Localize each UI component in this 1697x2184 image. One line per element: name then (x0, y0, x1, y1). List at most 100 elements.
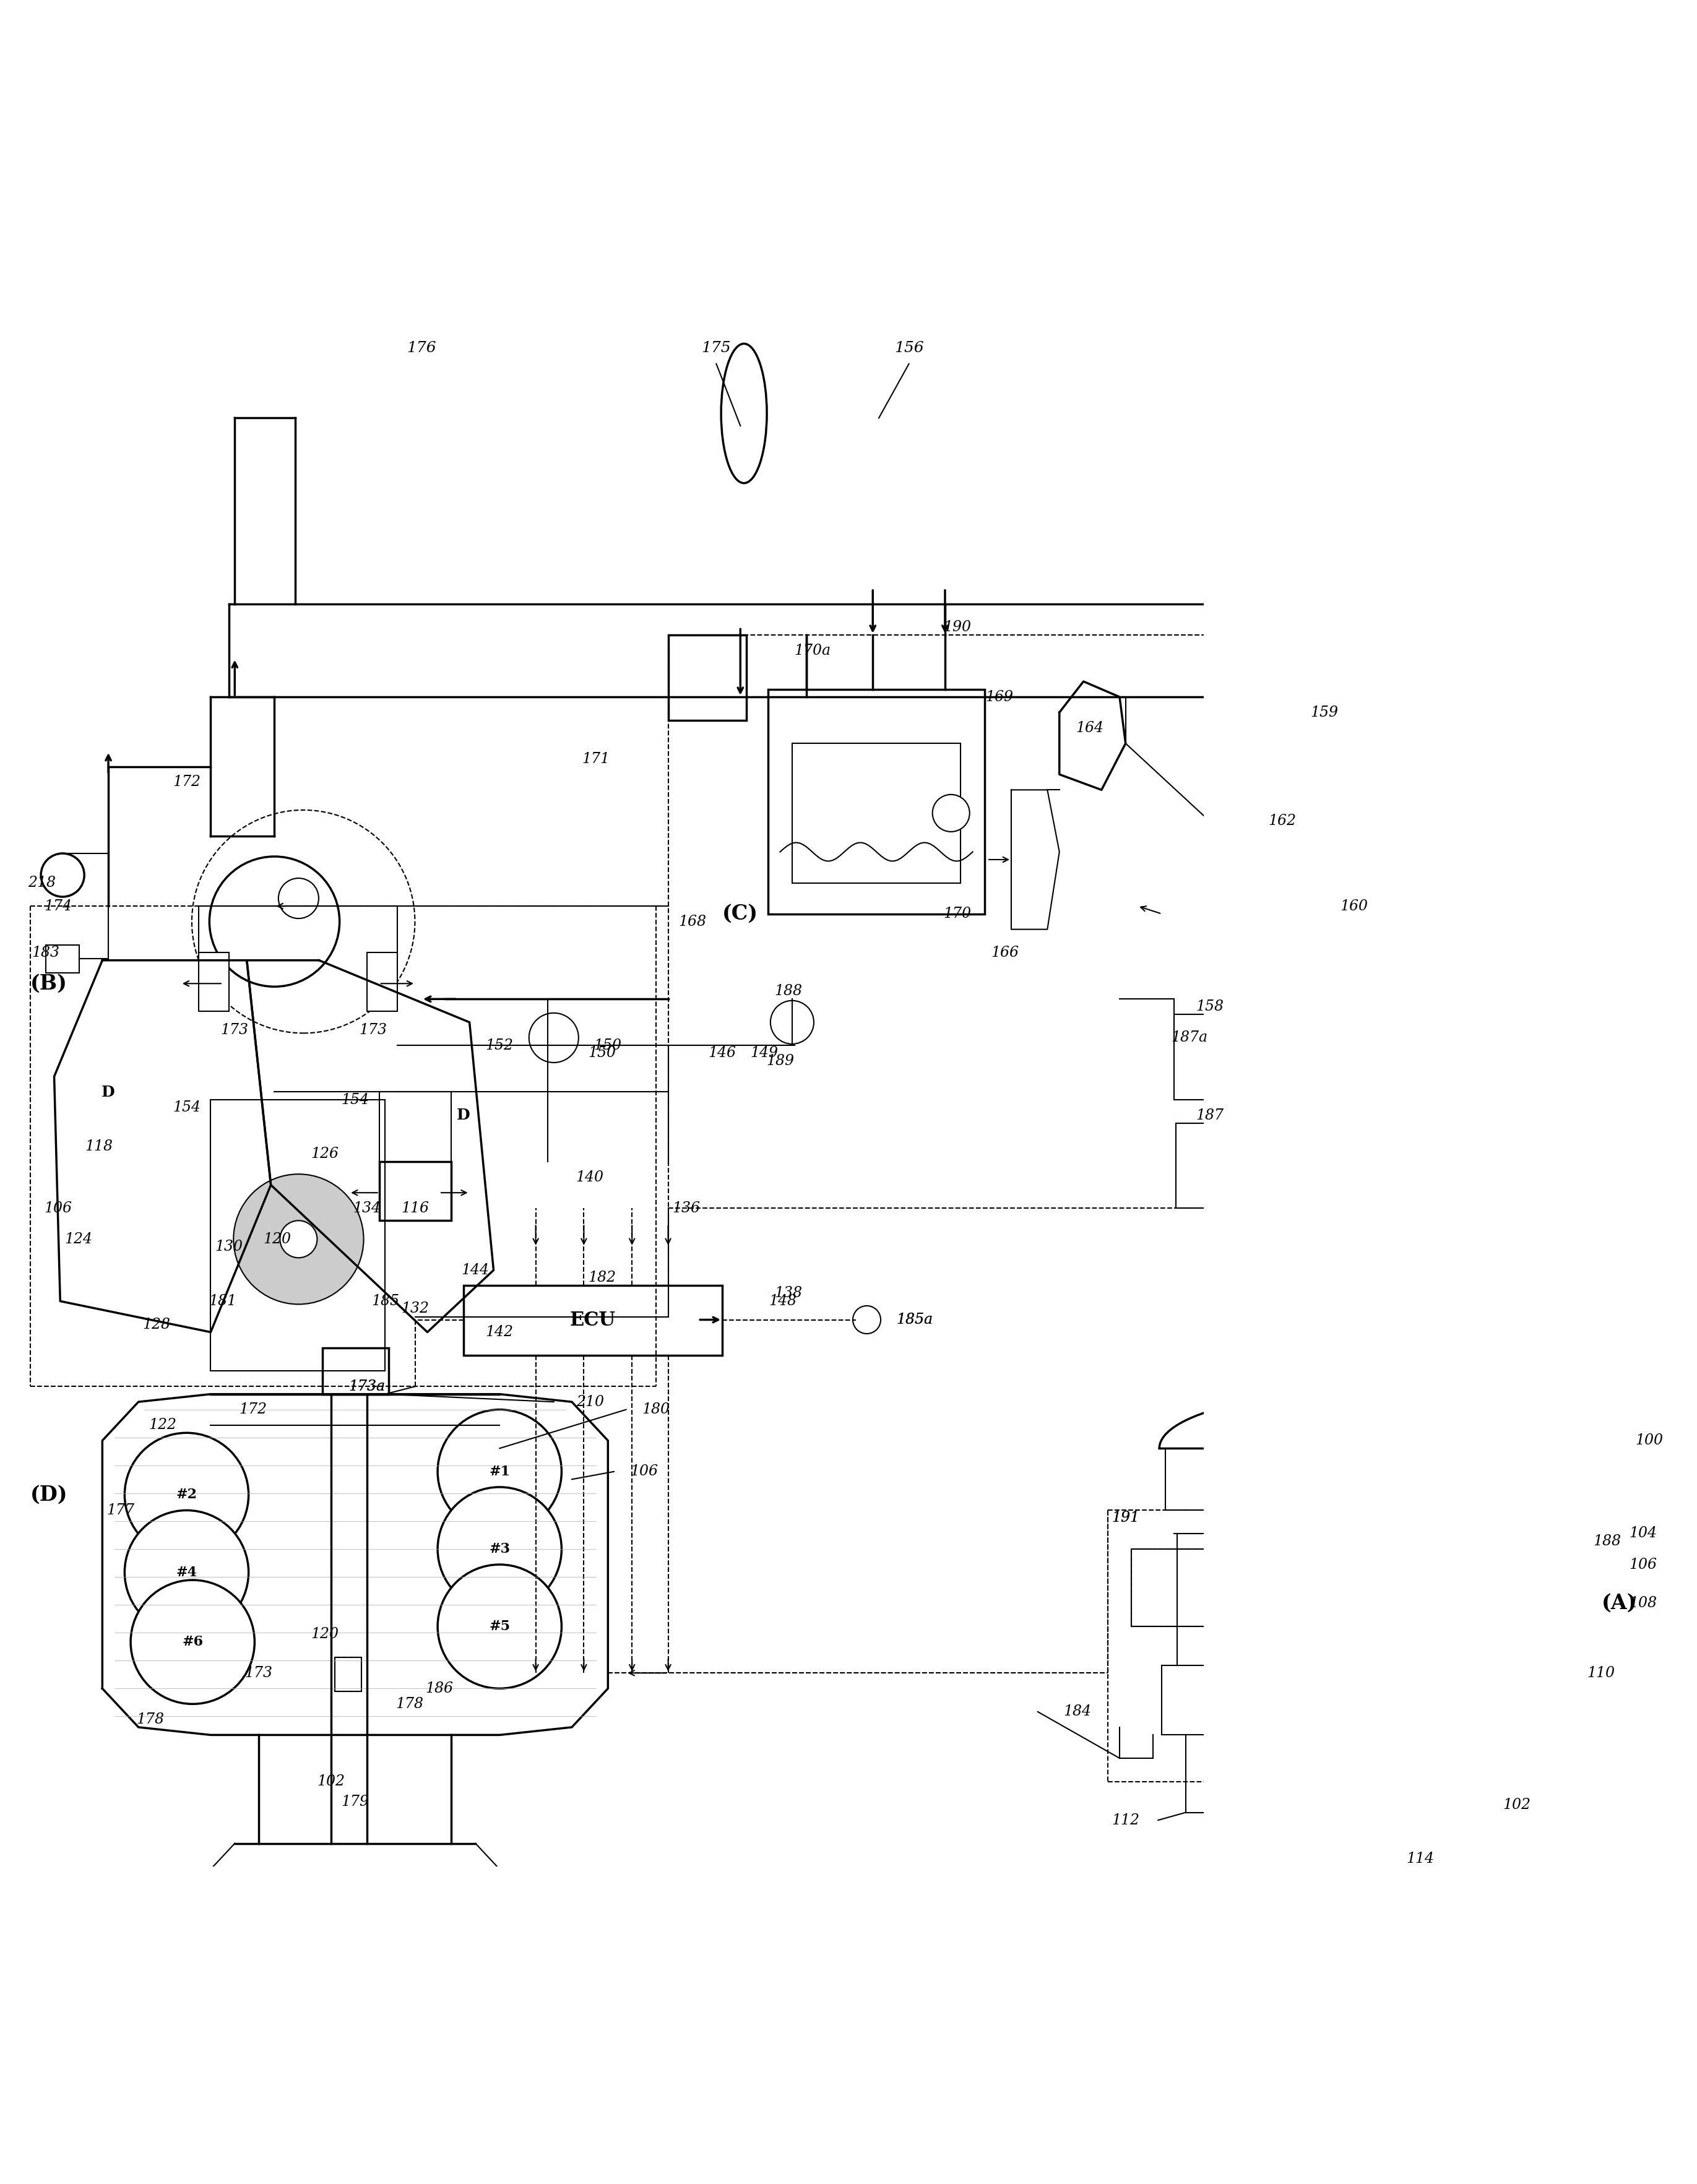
Text: 166: 166 (991, 946, 1020, 959)
Text: 154: 154 (341, 1092, 368, 1107)
Circle shape (124, 1433, 248, 1557)
Text: 126: 126 (311, 1147, 339, 1162)
Bar (367, 952, 397, 1011)
Text: 138: 138 (774, 1286, 803, 1299)
Bar (463, 1286, 723, 1356)
Text: 148: 148 (769, 1295, 796, 1308)
Text: 176: 176 (407, 341, 436, 356)
Text: (A): (A) (1602, 1592, 1638, 1614)
Text: 120: 120 (311, 1627, 339, 1642)
Text: 158: 158 (1196, 1000, 1224, 1013)
Text: 156: 156 (894, 341, 923, 356)
Text: 159: 159 (1310, 705, 1339, 719)
Text: 172: 172 (173, 775, 200, 788)
Text: 134: 134 (353, 1201, 382, 1214)
Text: 110: 110 (1587, 1666, 1616, 1679)
Circle shape (854, 1306, 881, 1334)
Text: 122: 122 (149, 1417, 176, 1433)
Text: 175: 175 (701, 341, 731, 356)
Text: 164: 164 (1076, 721, 1103, 736)
Text: 191: 191 (1112, 1511, 1139, 1524)
Text: 140: 140 (575, 1171, 604, 1184)
Text: #5: #5 (489, 1621, 511, 1634)
Bar (322, 1348, 389, 1393)
Text: 146: 146 (708, 1046, 736, 1061)
Circle shape (41, 854, 85, 898)
Text: 136: 136 (672, 1201, 701, 1214)
Bar (334, 1658, 361, 1693)
Text: #6: #6 (182, 1636, 204, 1649)
Circle shape (209, 856, 339, 987)
Text: 174: 174 (44, 900, 71, 913)
Text: 170a: 170a (794, 644, 832, 657)
Text: 178: 178 (136, 1712, 165, 1728)
Text: 188: 188 (774, 985, 803, 998)
Text: 120: 120 (263, 1232, 290, 1247)
Text: 102: 102 (1504, 1797, 1531, 1813)
Text: 162: 162 (1268, 815, 1297, 828)
Circle shape (234, 1175, 363, 1304)
Text: 112: 112 (1112, 1813, 1139, 1828)
Text: 218: 218 (29, 876, 56, 889)
Circle shape (529, 1013, 579, 1064)
Text: 124: 124 (64, 1232, 92, 1247)
Text: 152: 152 (485, 1037, 514, 1053)
Text: ECU: ECU (570, 1310, 616, 1330)
Text: D: D (102, 1085, 115, 1099)
Text: 150: 150 (594, 1037, 621, 1053)
Circle shape (278, 878, 319, 919)
Bar (378, 1162, 451, 1221)
Text: 187a: 187a (1171, 1031, 1208, 1044)
Text: 106: 106 (1629, 1557, 1658, 1572)
Text: 106: 106 (630, 1465, 658, 1479)
Bar (669, 636, 747, 721)
Text: 172: 172 (239, 1402, 266, 1417)
Text: 108: 108 (1629, 1597, 1658, 1610)
Text: 150: 150 (587, 1046, 616, 1061)
Text: 160: 160 (1341, 900, 1368, 913)
Text: 173: 173 (221, 1022, 249, 1037)
Text: 144: 144 (462, 1262, 489, 1278)
Text: 179: 179 (341, 1795, 368, 1808)
Circle shape (438, 1409, 562, 1533)
Text: 191: 191 (1112, 1511, 1139, 1524)
Text: 173: 173 (360, 1022, 387, 1037)
Text: 181: 181 (209, 1295, 236, 1308)
Circle shape (932, 795, 969, 832)
Text: 184: 184 (1064, 1704, 1091, 1719)
Text: 116: 116 (402, 1201, 429, 1214)
Text: 189: 189 (765, 1055, 794, 1068)
Text: 142: 142 (485, 1326, 514, 1339)
Text: #2: #2 (176, 1487, 197, 1503)
Text: 102: 102 (317, 1773, 344, 1789)
Text: 104: 104 (1629, 1527, 1658, 1540)
Text: 170: 170 (944, 906, 971, 922)
Circle shape (124, 1511, 248, 1634)
Circle shape (131, 1579, 255, 1704)
Text: (D): (D) (31, 1485, 68, 1505)
Text: D: D (456, 1107, 470, 1123)
Ellipse shape (721, 343, 767, 483)
Text: 118: 118 (85, 1140, 112, 1153)
Text: 173: 173 (244, 1666, 273, 1679)
Bar (199, 952, 229, 1011)
Text: 168: 168 (679, 915, 706, 928)
Text: 114: 114 (1407, 1852, 1434, 1865)
Text: 178: 178 (395, 1697, 423, 1710)
Text: 132: 132 (402, 1302, 429, 1317)
Text: 190: 190 (944, 620, 971, 633)
Text: 183: 183 (32, 946, 59, 959)
Text: 180: 180 (641, 1402, 670, 1417)
Text: 185: 185 (372, 1295, 399, 1308)
Text: 169: 169 (986, 690, 1013, 703)
Text: 100: 100 (1636, 1433, 1663, 1448)
Text: 149: 149 (750, 1046, 779, 1061)
Text: 182: 182 (587, 1271, 616, 1284)
Text: (B): (B) (31, 974, 68, 994)
Text: #3: #3 (489, 1542, 511, 1555)
Text: 185a: 185a (896, 1313, 933, 1328)
Circle shape (280, 1221, 317, 1258)
Bar (1174, 1016, 1252, 1101)
Text: #4: #4 (176, 1566, 197, 1579)
Text: 210: 210 (575, 1396, 604, 1409)
